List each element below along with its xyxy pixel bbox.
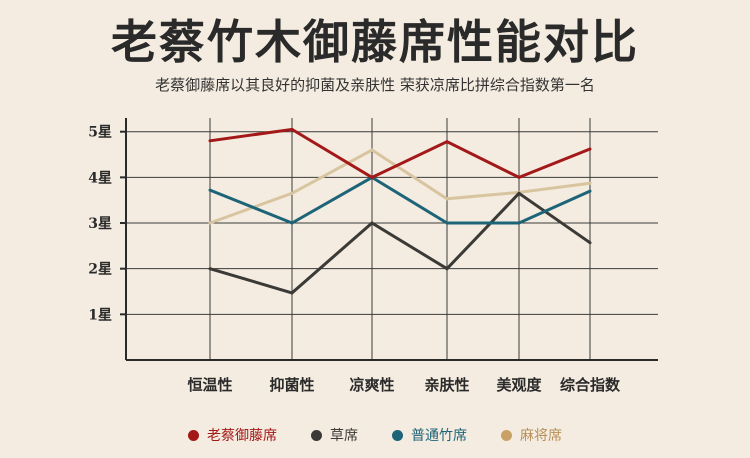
data-point bbox=[370, 221, 374, 225]
x-tick-label: 抑菌性 bbox=[269, 376, 314, 394]
data-point bbox=[370, 175, 374, 179]
x-tick-label: 亲肤性 bbox=[424, 376, 469, 394]
data-point bbox=[588, 181, 592, 185]
data-point bbox=[445, 221, 449, 225]
data-point bbox=[290, 291, 294, 295]
legend-label: 麻将席 bbox=[520, 428, 562, 444]
series-line-1 bbox=[209, 127, 591, 180]
legend-label: 普通竹席 bbox=[411, 428, 467, 444]
legend-marker bbox=[501, 429, 512, 441]
legend-marker bbox=[311, 429, 322, 441]
y-tick-label: 5星 bbox=[88, 125, 112, 141]
data-point bbox=[445, 140, 449, 144]
data-point bbox=[290, 191, 294, 195]
data-point bbox=[517, 191, 521, 195]
series-line-4 bbox=[209, 148, 591, 225]
legend-item: 麻将席 bbox=[501, 425, 562, 445]
x-tick-label: 凉爽性 bbox=[349, 376, 394, 394]
data-point bbox=[445, 267, 449, 271]
data-point bbox=[588, 189, 592, 193]
data-point bbox=[517, 221, 521, 225]
data-point bbox=[517, 175, 521, 179]
x-tick-label: 综合指数 bbox=[560, 376, 621, 394]
legend-label: 草席 bbox=[330, 428, 358, 444]
data-point bbox=[208, 139, 212, 143]
data-point bbox=[208, 221, 212, 225]
data-point bbox=[370, 148, 374, 152]
data-point bbox=[208, 188, 212, 192]
legend-item: 老蔡御藤席 bbox=[188, 425, 277, 445]
y-tick-label: 4星 bbox=[88, 170, 112, 186]
x-tick-label: 美观度 bbox=[496, 376, 542, 394]
legend-item: 草席 bbox=[311, 425, 358, 445]
data-point bbox=[290, 127, 294, 131]
chart-subtitle: 老蔡御藤席以其良好的抑菌及亲肤性 荣获凉席比拼综合指数第一名 bbox=[155, 76, 595, 94]
data-point bbox=[445, 197, 449, 201]
legend-marker bbox=[392, 429, 403, 441]
data-point bbox=[588, 147, 592, 151]
legend: 老蔡御藤席 草席 普通竹席 麻将席 bbox=[0, 425, 750, 445]
data-point bbox=[588, 241, 592, 245]
legend-item: 普通竹席 bbox=[392, 425, 467, 445]
x-tick-label: 恒温性 bbox=[187, 376, 232, 394]
series-line-3 bbox=[209, 175, 591, 225]
y-tick-label: 2星 bbox=[88, 262, 112, 278]
legend-marker bbox=[188, 429, 199, 441]
legend-label: 老蔡御藤席 bbox=[207, 428, 277, 444]
series-line-2 bbox=[209, 191, 591, 295]
data-point bbox=[290, 221, 294, 225]
y-tick-label: 1星 bbox=[88, 307, 112, 323]
y-tick-label: 3星 bbox=[88, 216, 112, 232]
data-point bbox=[208, 267, 212, 271]
chart-title: 老蔡竹木御藤席性能对比 bbox=[111, 15, 639, 69]
